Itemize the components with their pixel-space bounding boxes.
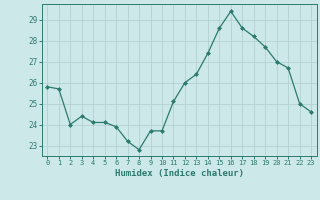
X-axis label: Humidex (Indice chaleur): Humidex (Indice chaleur)	[115, 169, 244, 178]
